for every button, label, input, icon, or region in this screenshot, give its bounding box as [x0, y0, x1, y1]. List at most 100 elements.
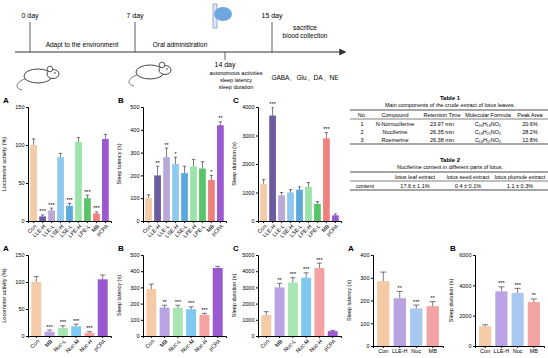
tick-label: Con [259, 338, 270, 349]
error-line [272, 107, 273, 116]
axis-line [259, 222, 342, 224]
tick-mark [256, 287, 258, 288]
chart-panel: 050100150ConMBNuc-LNuc-MNuc-HpCPA*******… [1, 244, 112, 354]
bar [528, 302, 540, 346]
y-tick: 1000 [242, 317, 258, 323]
tick-label: pCPA [323, 338, 337, 352]
tick-mark [42, 221, 43, 223]
x-axis: ConMBNuc-LNuc-MNuc-HpCPA [144, 336, 227, 354]
table-cell: 17.6 ± 1.1% [400, 183, 429, 189]
y-tick: 50 [18, 306, 28, 312]
error-bar [156, 166, 159, 175]
bar [199, 315, 209, 336]
plot-area: 050100150ConLLE-HLLE-LLSE-HLSE-LLPE-HLPE… [15, 104, 111, 238]
error-cap [317, 263, 322, 264]
tick-mark [33, 221, 34, 223]
tick-label: 0 [21, 218, 24, 224]
y-axis: 0200040006000 [459, 252, 475, 349]
y-tick: 300 [130, 285, 143, 291]
tick-mark [36, 336, 37, 338]
axis-line [141, 108, 144, 222]
chart-panel: 01000200030004000ConLLE-HLLE-LLSE-HLSE-L… [231, 96, 342, 239]
error-cap [316, 201, 319, 202]
significance: *** [514, 282, 521, 288]
tick-label: 3000 [242, 285, 254, 291]
panel-title: B [118, 96, 124, 105]
bar [66, 206, 73, 221]
significance: ** [277, 277, 282, 283]
y-tick: 0 [136, 333, 143, 339]
tick-label: 300 [130, 285, 139, 291]
y-tick: 0 [468, 343, 475, 349]
y-tick: 3000 [242, 133, 258, 139]
error-line [326, 133, 327, 139]
bar [31, 282, 41, 336]
y-axis-title: Sleep duration (s) [231, 142, 237, 186]
tick-mark [141, 255, 143, 256]
table-rule [350, 119, 548, 120]
tick-mark [256, 336, 258, 337]
tick-label: LLE-H [494, 348, 510, 354]
error-bar [397, 291, 403, 298]
tick-mark [473, 316, 475, 317]
error-bar [59, 153, 62, 157]
x-tick: pCPA [325, 221, 339, 237]
tick-mark [371, 301, 373, 302]
tick-label: 0 [136, 218, 139, 224]
tick-label: LPE-L [306, 223, 321, 238]
error-bar [47, 330, 52, 332]
x-axis: ConMBNuc-LNuc-MNuc-HpCPA [259, 336, 342, 354]
bar [377, 281, 389, 346]
error-cap [304, 272, 309, 273]
tick-mark [256, 136, 258, 137]
error-cap [32, 138, 35, 139]
table-rule [350, 172, 548, 173]
error-line [399, 291, 400, 298]
tick-mark [308, 221, 309, 223]
tick-mark [96, 221, 97, 223]
axis-line [26, 108, 29, 222]
y-axis-title: Locomotor activity (%) [1, 268, 7, 323]
plot-area: 0100200300400500ConLLE-HLLE-LLSE-HLSE-LL… [130, 104, 226, 238]
error-cap [175, 305, 180, 306]
bar [296, 190, 303, 221]
error-bar [430, 302, 436, 307]
significance: ** [398, 285, 403, 291]
error-bar [307, 183, 310, 187]
table-header: Molecular Formula [465, 112, 511, 118]
marks [145, 122, 224, 221]
significance: *** [498, 280, 505, 286]
marks [377, 272, 439, 346]
tick-mark [281, 221, 282, 223]
tick-mark [26, 221, 28, 222]
tick-label: 0 [251, 218, 254, 224]
y-tick: 1000 [242, 190, 258, 196]
y-tick: 500 [130, 104, 143, 110]
error-line [78, 137, 79, 142]
bar [479, 326, 491, 346]
significance: ** [218, 115, 223, 121]
bar [84, 198, 91, 221]
error-line [76, 324, 77, 326]
error-bar [280, 193, 283, 196]
error-bar [316, 202, 319, 204]
tick-label: 2000 [242, 161, 254, 167]
tick-mark [263, 221, 264, 223]
tick-mark [141, 287, 143, 288]
tick-label: pCPA [210, 223, 224, 237]
error-bar [41, 215, 44, 217]
error-line [266, 312, 267, 315]
error-cap [59, 153, 62, 154]
error-line [151, 284, 152, 289]
y-tick: 0 [251, 333, 258, 339]
tick-mark [319, 336, 320, 338]
tick-label: 2000 [242, 301, 254, 307]
bar [199, 169, 206, 221]
axis-line [259, 337, 342, 339]
plot-area: 0100200300400ConLLE-HNucMB******* [360, 252, 443, 354]
table: Table 1Main components of the crude extr… [350, 95, 548, 144]
tick-label: 500 [130, 104, 139, 110]
error-bar [149, 284, 154, 289]
tick-label: Nuc-H [193, 338, 208, 353]
error-line [383, 272, 384, 281]
